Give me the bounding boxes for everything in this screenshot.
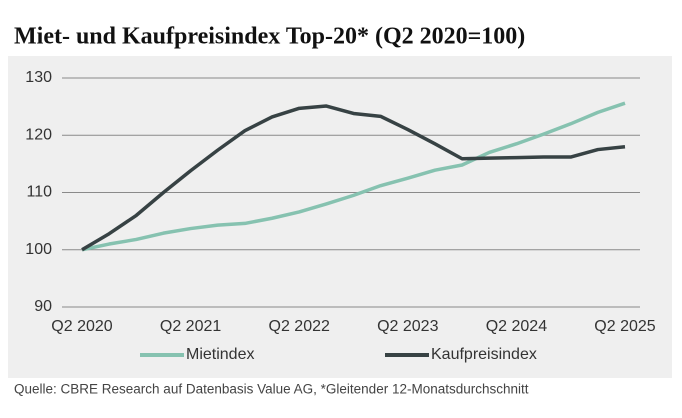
- x-tick-label: Q2 2020: [51, 318, 112, 335]
- series-line: [81, 104, 626, 252]
- x-tick-label: Q2 2022: [269, 318, 330, 335]
- y-tick-label: 110: [26, 184, 52, 201]
- x-tick-label: Q2 2024: [486, 318, 547, 335]
- x-tick-label: Q2 2021: [160, 318, 221, 335]
- y-tick-label: 130: [25, 69, 52, 86]
- y-tick-label: 100: [25, 241, 52, 258]
- series-line: [81, 101, 626, 252]
- x-tick-label: Q2 2025: [594, 318, 655, 335]
- legend-label: Kaufpreisindex: [431, 346, 537, 363]
- source-note: Quelle: CBRE Research auf Datenbasis Val…: [14, 382, 529, 397]
- x-tick-label: Q2 2023: [377, 318, 438, 335]
- chart-title: Miet- und Kaufpreisindex Top-20* (Q2 202…: [14, 24, 525, 50]
- y-tick-label: 120: [25, 126, 52, 143]
- y-tick-label: 90: [34, 298, 52, 315]
- legend-label: Mietindex: [186, 346, 254, 363]
